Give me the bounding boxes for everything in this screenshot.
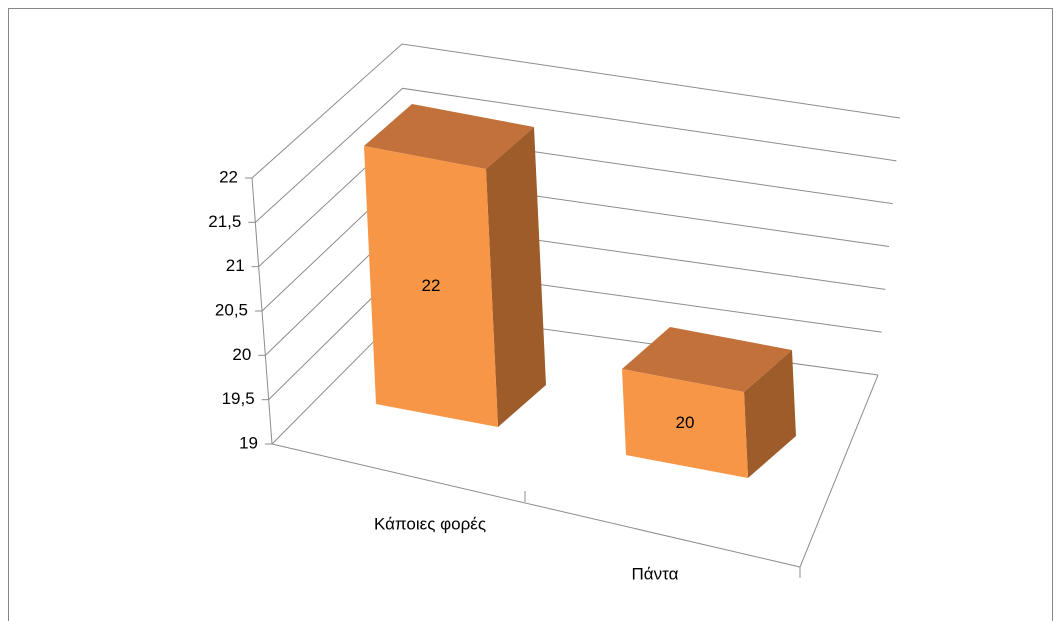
- bar-side: [486, 127, 546, 427]
- bar-side: [744, 350, 796, 478]
- y-tick-label: 19,5: [222, 389, 255, 408]
- x-tick-label: Κάποιες φορές: [374, 514, 486, 533]
- grid-line: [251, 43, 901, 179]
- y-tick-label: 20: [232, 345, 251, 364]
- grid-line: [254, 87, 897, 223]
- y-tick-label: 21: [226, 256, 245, 275]
- x-tick-label: Πάντα: [632, 564, 679, 583]
- y-tick-label: 21,5: [208, 212, 241, 231]
- bar: [364, 146, 498, 427]
- bar-top: [622, 327, 792, 392]
- y-tick-label: 22: [219, 167, 238, 186]
- y-tick-label: 19: [239, 433, 258, 452]
- y-tick-label: 20,5: [215, 300, 248, 319]
- data-label: 20: [676, 413, 695, 432]
- bar-top: [364, 104, 534, 169]
- data-label: 22: [422, 276, 441, 295]
- bar: [622, 369, 748, 478]
